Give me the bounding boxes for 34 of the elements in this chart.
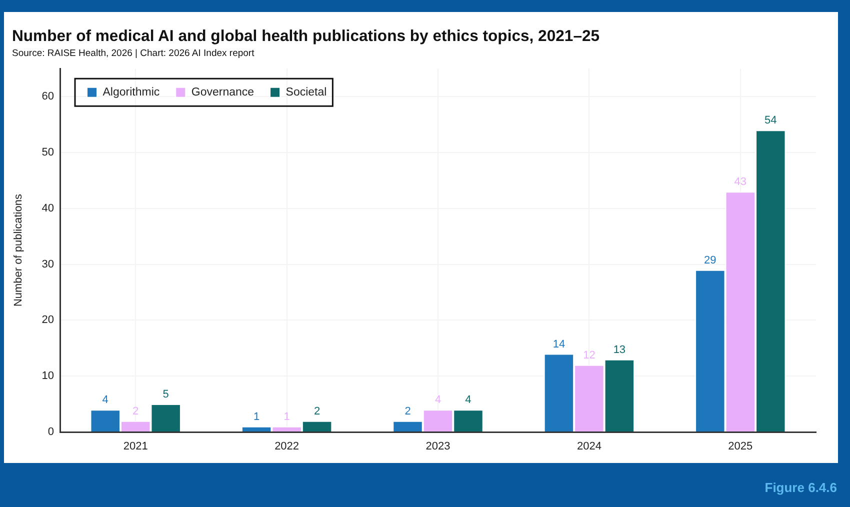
data-label: 29 bbox=[704, 254, 716, 266]
y-tick-label: 20 bbox=[42, 314, 54, 326]
data-label: 2 bbox=[314, 405, 320, 418]
y-axis-title: Number of publications bbox=[12, 194, 25, 307]
x-tick-label: 2021 bbox=[123, 440, 148, 453]
data-label: 14 bbox=[552, 338, 566, 350]
x-tick-label: 2024 bbox=[576, 440, 602, 453]
data-label: 2 bbox=[404, 405, 411, 418]
legend-label: Algorithmic bbox=[102, 86, 160, 99]
legend-label: Societal bbox=[286, 86, 327, 99]
data-label: 1 bbox=[284, 410, 290, 423]
data-label: 5 bbox=[162, 388, 169, 401]
y-tick-label: 30 bbox=[42, 258, 54, 270]
data-label: 13 bbox=[613, 344, 626, 356]
data-label: 1 bbox=[253, 410, 260, 423]
data-label: 12 bbox=[583, 349, 596, 362]
data-label: 4 bbox=[465, 394, 472, 406]
data-label: 4 bbox=[434, 394, 442, 406]
y-tick-label: 50 bbox=[42, 146, 54, 158]
y-tick-label: 10 bbox=[42, 370, 54, 382]
y-tick-label: 0 bbox=[48, 426, 54, 438]
y-tick-label: 60 bbox=[42, 90, 54, 103]
x-tick-label: 2025 bbox=[728, 440, 753, 453]
x-tick-label: 2023 bbox=[426, 440, 450, 453]
data-label: 54 bbox=[764, 114, 777, 127]
y-tick-label: 40 bbox=[42, 202, 54, 214]
x-tick-label: 2022 bbox=[274, 440, 300, 453]
legend-label: Governance bbox=[191, 86, 254, 99]
caption: Figure 6.4.6 bbox=[764, 480, 837, 495]
chart-title: Number of medical AI and global health publications by ethics topics, 2021–25 bbox=[12, 28, 600, 46]
data-label: 4 bbox=[102, 394, 108, 406]
chart-subtitle: Source: RAISE Health, 2026 | Chart: 2026 AI Index report bbox=[12, 48, 254, 59]
data-label: 2 bbox=[132, 405, 139, 418]
data-label: 43 bbox=[734, 176, 747, 188]
